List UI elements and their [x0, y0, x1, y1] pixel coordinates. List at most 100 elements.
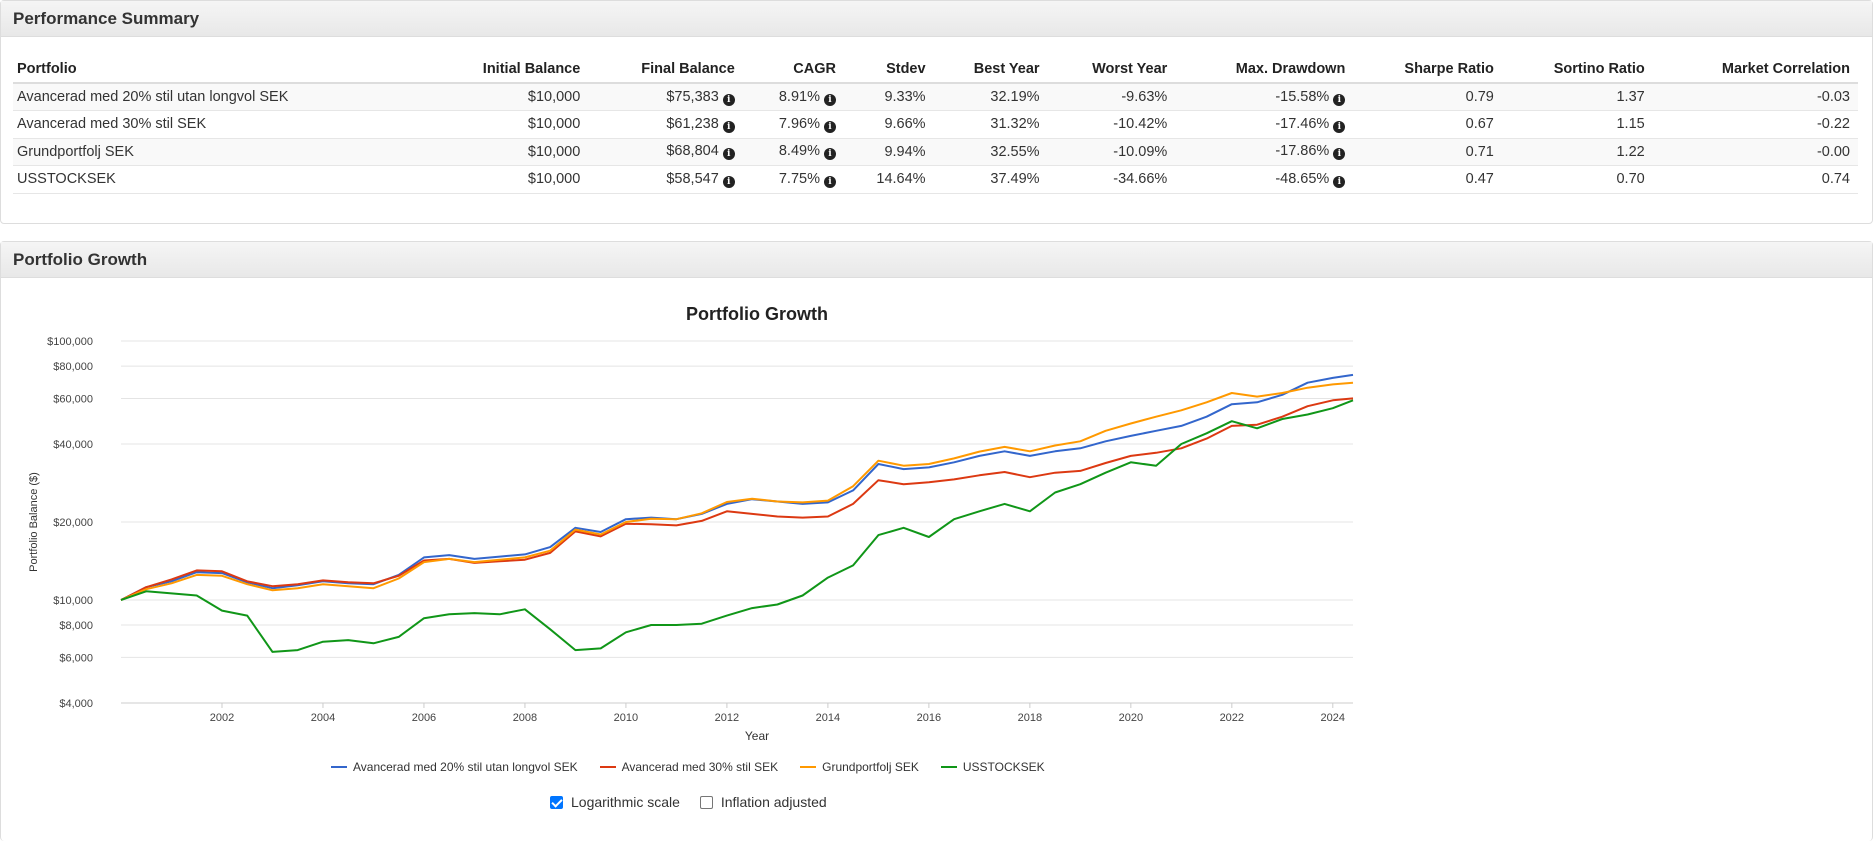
cell-value: 8.91%	[778, 88, 820, 105]
legend-item[interactable]: Avancerad med 20% stil utan longvol SEK	[331, 760, 578, 774]
column-header-initial-balance[interactable]: Initial Balance	[427, 56, 589, 84]
cell-value: $10,000	[527, 171, 581, 188]
cell-value: 37.49%	[990, 171, 1040, 188]
cell-value: 0.67	[1465, 116, 1494, 133]
legend-label: Avancerad med 20% stil utan longvol SEK	[353, 760, 578, 774]
cell-market-correlation: 0.74	[1652, 165, 1858, 194]
cell-final-balance: $61,238 i	[588, 110, 743, 139]
cell-best-year: 32.19%	[933, 83, 1048, 111]
inflation-adjusted-checkbox[interactable]	[699, 795, 713, 809]
cell-value: $75,383	[666, 88, 719, 105]
cell-value: $68,804	[666, 143, 719, 160]
x-tick-label: 2002	[210, 712, 234, 724]
cell-sortino-ratio: 1.22	[1501, 138, 1653, 166]
info-circle-icon[interactable]: i	[823, 175, 836, 188]
table-header-row: Portfolio Initial Balance Final Balance CAG…	[13, 56, 1858, 84]
legend-label: Grundportfolj SEK	[822, 760, 919, 774]
cell-value: -10.09%	[1113, 143, 1168, 160]
inflation-option[interactable]: Inflation adjusted	[699, 794, 827, 810]
x-tick-label: 2020	[1119, 712, 1143, 724]
column-header-final-balance[interactable]: Final Balance	[588, 56, 743, 84]
inflation-adjusted-label: Inflation adjusted	[720, 794, 827, 810]
portfolio-growth-heading: Portfolio Growth	[1, 242, 1872, 278]
cell-final-balance: $58,547 i	[588, 165, 743, 194]
cell-value: $10,000	[527, 116, 581, 133]
legend-label: Avancerad med 30% stil SEK	[621, 760, 779, 774]
info-circle-icon[interactable]: i	[1333, 93, 1346, 106]
legend-item[interactable]: Grundportfolj SEK	[800, 760, 919, 774]
legend-item[interactable]: Avancerad med 30% stil SEK	[599, 760, 779, 774]
column-header-sharpe-ratio[interactable]: Sharpe Ratio	[1353, 56, 1502, 84]
cell-best-year: 32.55%	[933, 138, 1048, 166]
log-scale-checkbox[interactable]	[550, 795, 563, 809]
cell-best-year: 37.49%	[933, 165, 1048, 194]
info-circle-icon[interactable]: i	[722, 148, 735, 161]
info-circle-icon[interactable]: i	[1333, 120, 1346, 133]
column-header-market-correlation[interactable]: Market Correlation	[1652, 56, 1858, 84]
cell-final-balance: $75,383 i	[588, 83, 743, 111]
y-tick-label: $10,000	[53, 595, 93, 607]
x-tick-label: 2022	[1220, 712, 1244, 724]
cell-value: 14.64%	[876, 171, 926, 188]
legend-swatch	[331, 766, 347, 768]
cell-value: 7.96%	[778, 115, 820, 132]
y-tick-label: $6,000	[59, 652, 93, 664]
column-header-portfolio[interactable]: Portfolio	[13, 56, 428, 84]
info-circle-icon[interactable]: i	[823, 93, 836, 106]
cell-value: 1.15	[1616, 116, 1645, 133]
cell-cagr: 8.49% i	[742, 138, 844, 166]
info-circle-icon[interactable]: i	[722, 175, 735, 188]
info-circle-icon[interactable]: i	[1333, 148, 1346, 161]
cell-value: 9.66%	[884, 116, 926, 133]
cell-max-drawdown: -48.65% i	[1175, 165, 1354, 194]
series-line-2	[120, 381, 1354, 601]
cell-worst-year: -10.42%	[1047, 110, 1176, 139]
cell-cagr: 7.75% i	[742, 165, 844, 194]
cell-max-drawdown: -15.58% i	[1175, 83, 1354, 111]
cell-value: $10,000	[527, 143, 581, 160]
cell-sortino-ratio: 1.15	[1501, 110, 1653, 139]
cell-cagr: 8.91% i	[742, 83, 844, 111]
legend-label: USSTOCKSEK	[962, 760, 1045, 774]
legend-swatch	[800, 766, 817, 768]
column-header-stdev[interactable]: Stdev	[843, 56, 934, 84]
log-scale-option[interactable]: Logarithmic scale	[550, 794, 680, 810]
info-circle-icon[interactable]: i	[1333, 175, 1346, 188]
performance-table: Portfolio Initial Balance Final Balance CAG…	[13, 56, 1858, 194]
column-header-cagr[interactable]: CAGR	[742, 56, 844, 84]
cell-value: -10.42%	[1113, 116, 1168, 133]
cell-initial-balance: $10,000	[427, 138, 589, 166]
cell-value: Avancerad med 30% stil SEK	[17, 116, 207, 133]
column-header-max-drawdown[interactable]: Max. Drawdown	[1175, 56, 1354, 84]
info-circle-icon[interactable]: i	[823, 120, 836, 133]
legend-swatch	[940, 766, 957, 768]
info-circle-icon[interactable]: i	[722, 120, 735, 133]
y-tick-label: $60,000	[53, 393, 93, 405]
table-row: USSTOCKSEK $10,000 $58,547 i 7.75% i 14.64% 37.…	[13, 165, 1858, 194]
info-circle-icon[interactable]: i	[823, 148, 836, 161]
x-tick-label: 2012	[715, 712, 739, 724]
column-header-best-year[interactable]: Best Year	[933, 56, 1048, 84]
info-circle-icon[interactable]: i	[722, 93, 735, 106]
cell-sortino-ratio: 0.70	[1501, 165, 1653, 194]
y-axis-label: Portfolio Balance ($)	[28, 472, 40, 572]
x-tick-label: 2014	[816, 712, 840, 724]
cell-sharpe-ratio: 0.71	[1353, 138, 1502, 166]
column-header-sortino-ratio[interactable]: Sortino Ratio	[1501, 56, 1653, 84]
cell-market-correlation: -0.03	[1652, 83, 1858, 111]
cell-value: 9.33%	[884, 89, 926, 105]
x-tick-label: 2024	[1321, 712, 1345, 724]
cell-worst-year: -9.63%	[1047, 83, 1176, 111]
x-tick-label: 2004	[311, 712, 335, 724]
legend-item[interactable]: USSTOCKSEK	[940, 760, 1045, 774]
column-header-worst-year[interactable]: Worst Year	[1047, 56, 1176, 84]
cell-worst-year: -34.66%	[1047, 165, 1176, 194]
x-tick-label: 2016	[917, 712, 941, 724]
cell-value: 7.75%	[778, 170, 820, 187]
x-tick-label: 2018	[1018, 712, 1042, 724]
cell-portfolio: Avancerad med 20% stil utan longvol SEK	[13, 83, 428, 111]
series-line-3	[120, 399, 1354, 653]
cell-value: 1.22	[1616, 143, 1645, 160]
cell-value: 0.79	[1465, 89, 1494, 105]
cell-value: 0.71	[1465, 143, 1494, 160]
